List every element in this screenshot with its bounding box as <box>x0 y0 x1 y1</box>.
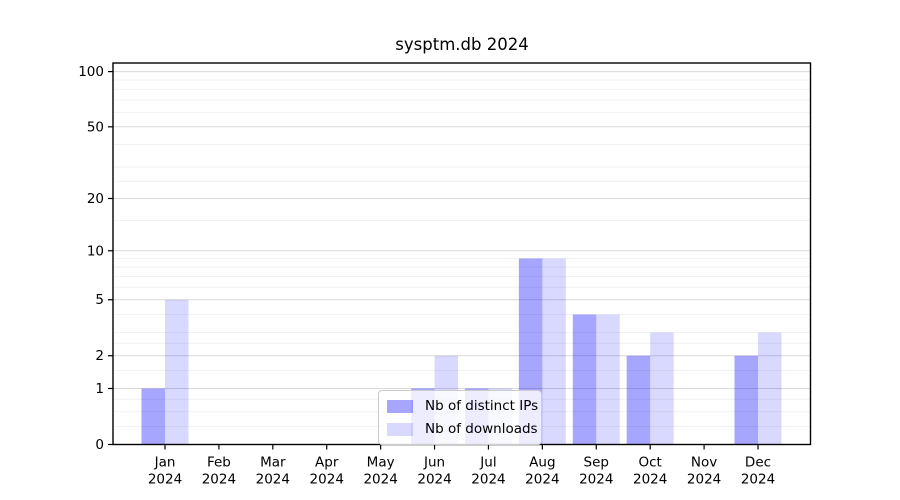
y-tick-label: 50 <box>87 119 104 135</box>
x-tick-label-month: Jun <box>423 455 445 471</box>
bar-jan-downloads <box>165 299 189 445</box>
x-tick-label-year: 2024 <box>741 472 775 488</box>
x-tick-label-month: Oct <box>639 455 662 471</box>
bar-aug-downloads <box>542 258 566 445</box>
x-tick-label-month: Jul <box>479 455 496 471</box>
x-tick-label-year: 2024 <box>579 472 613 488</box>
x-tick-label-year: 2024 <box>202 472 236 488</box>
x-tick-label-month: Sep <box>584 455 609 471</box>
y-tick-label: 0 <box>95 437 104 453</box>
bar-sep-distinct-ips <box>572 314 597 445</box>
x-tick-label-year: 2024 <box>310 472 344 488</box>
bar-oct-distinct-ips <box>626 355 651 445</box>
legend-item-distinct-ips: Nb of distinct IPs <box>387 396 538 416</box>
x-tick-label-month: Apr <box>315 455 339 471</box>
x-tick-label-month: Nov <box>691 455 717 471</box>
legend-swatch-distinct-ips <box>387 399 413 413</box>
x-tick-label-month: Mar <box>260 455 286 471</box>
x-tick-label-month: Dec <box>745 455 771 471</box>
x-tick-label-year: 2024 <box>363 472 397 488</box>
axes-spines <box>112 62 812 446</box>
x-tick-label-year: 2024 <box>633 472 667 488</box>
x-tick-label-year: 2024 <box>471 472 505 488</box>
bar-oct-downloads <box>650 332 674 445</box>
bar-jan-distinct-ips <box>141 388 165 445</box>
x-tick-label-month: Jan <box>154 455 176 471</box>
x-tick-label-year: 2024 <box>525 472 559 488</box>
x-tick-label-year: 2024 <box>687 472 721 488</box>
x-tick-label-year: 2024 <box>148 472 182 488</box>
y-tick-label: 100 <box>78 64 104 80</box>
chart-title: sysptm.db 2024 <box>395 35 529 54</box>
legend-item-downloads: Nb of downloads <box>387 419 538 439</box>
x-tick-label-month: May <box>367 455 395 471</box>
x-tick-label-month: Feb <box>207 455 231 471</box>
y-tick-label: 1 <box>95 381 104 397</box>
bar-dec-distinct-ips <box>734 355 758 445</box>
bar-sep-downloads <box>596 314 620 445</box>
y-tick-label: 10 <box>87 243 104 259</box>
y-tick-label: 20 <box>87 191 104 207</box>
x-tick-label-month: Aug <box>529 455 555 471</box>
x-tick-label-year: 2024 <box>417 472 451 488</box>
y-tick-label: 5 <box>95 292 104 308</box>
legend-swatch-downloads <box>387 422 413 436</box>
bar-dec-downloads <box>757 332 782 445</box>
legend: Nb of distinct IPs Nb of downloads <box>378 390 542 445</box>
legend-label-distinct-ips: Nb of distinct IPs <box>425 398 539 414</box>
y-tick-label: 2 <box>95 348 104 364</box>
legend-label-downloads: Nb of downloads <box>425 421 538 437</box>
x-tick-label-year: 2024 <box>256 472 290 488</box>
